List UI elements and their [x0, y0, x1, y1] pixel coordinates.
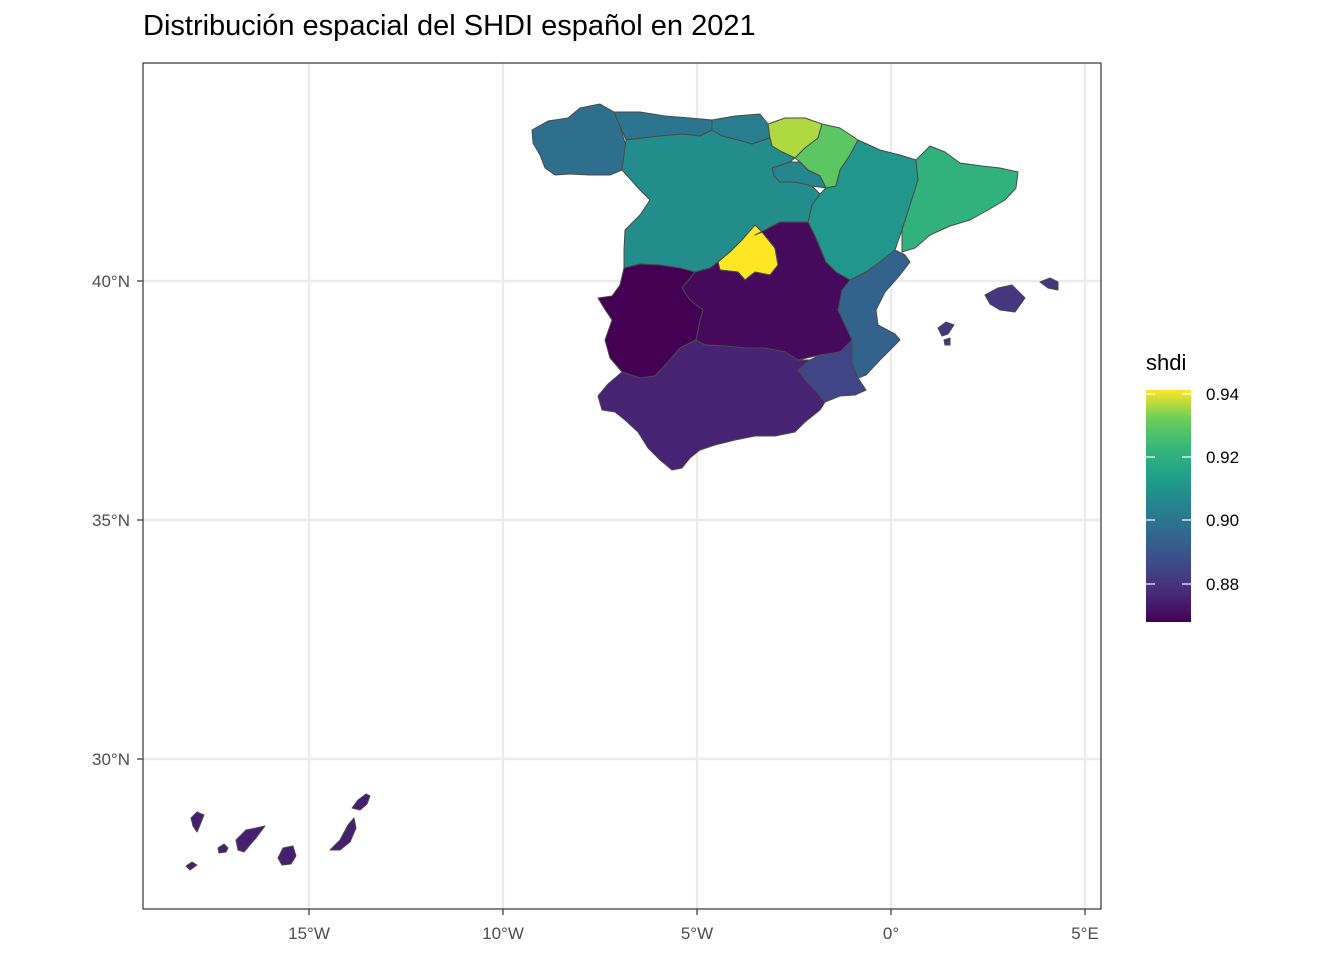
legend-colorbar: 0.94 0.92 0.90 0.88 [1146, 385, 1239, 622]
ytick-label-30n: 30°N [92, 750, 130, 769]
region-fuerteventura [329, 817, 357, 851]
ytick-label-40n: 40°N [92, 272, 130, 291]
region-comunidad-valenciana [837, 249, 911, 379]
region-gran-canaria [277, 845, 297, 866]
xtick-label-0: 0° [883, 924, 899, 943]
legend-title: shdi [1146, 350, 1187, 375]
xtick-label-5e: 5°E [1071, 924, 1099, 943]
region-lanzarote [351, 793, 371, 811]
regions [185, 103, 1059, 871]
xtick-label-5w: 5°W [681, 924, 713, 943]
legend-label-094: 0.94 [1206, 385, 1239, 404]
region-andalucia [597, 339, 826, 471]
region-tenerife [235, 825, 266, 853]
region-formentera [943, 337, 951, 346]
colorbar-gradient [1146, 390, 1191, 622]
region-castilla-y-leon [621, 129, 821, 273]
panel-border [142, 62, 1102, 910]
legend-label-092: 0.92 [1206, 448, 1239, 467]
region-menorca [1039, 277, 1059, 291]
region-la-palma [190, 811, 205, 833]
chart-title: Distribución espacial del SHDI español e… [143, 10, 756, 42]
region-cataluna [901, 145, 1019, 253]
region-el-hierro [185, 861, 198, 871]
region-la-gomera [217, 843, 229, 854]
grid-lines [143, 63, 1101, 909]
legend-label-090: 0.90 [1206, 511, 1239, 530]
region-ibiza [937, 321, 955, 337]
region-mallorca [984, 284, 1026, 313]
legend-label-088: 0.88 [1206, 575, 1239, 594]
axis-ticks [137, 280, 1086, 915]
ytick-label-35n: 35°N [92, 511, 130, 530]
xtick-label-10w: 10°W [482, 924, 524, 943]
xtick-label-15w: 15°W [288, 924, 330, 943]
